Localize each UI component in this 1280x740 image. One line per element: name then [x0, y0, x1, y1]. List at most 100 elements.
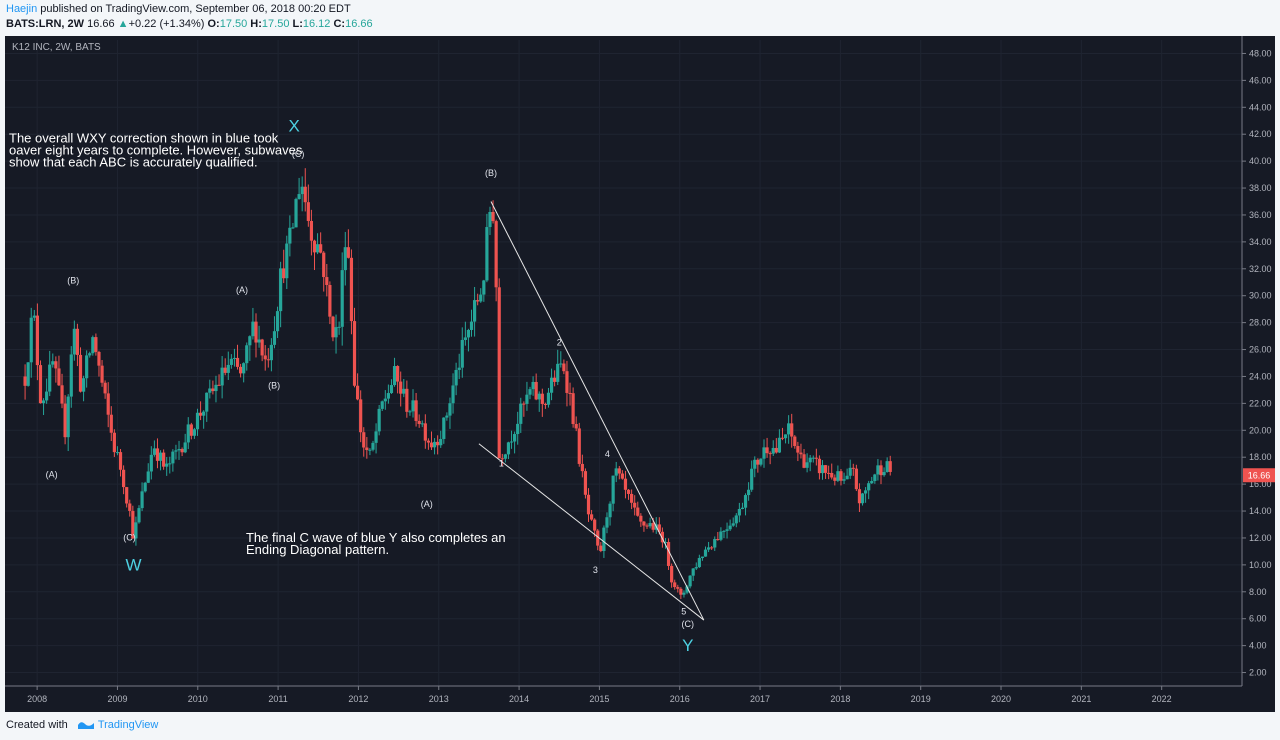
candle [368, 447, 372, 456]
candle [115, 446, 120, 456]
price-chart[interactable]: (B) (A) (C) W (A) (B) (C) X (B) (A) 1 2 3 4 5 (C) Y The … [5, 36, 1275, 712]
x-tick-label: 2017 [750, 694, 770, 704]
candle-body [91, 337, 95, 354]
candle-body [879, 465, 883, 476]
candle [436, 435, 440, 455]
candle-body [589, 514, 594, 520]
candle-body [57, 368, 61, 386]
candle [423, 414, 427, 449]
candle-body [245, 345, 249, 364]
candle [725, 522, 729, 539]
candle-body [35, 315, 39, 366]
wave-label: (B) [67, 276, 79, 286]
candle-body [45, 391, 49, 401]
y-tick-label: 10.00 [1249, 560, 1272, 570]
candle [38, 360, 43, 404]
author-link[interactable]: Haejin [6, 3, 38, 15]
high-label: H: [250, 18, 262, 30]
candle [472, 286, 477, 337]
candle [140, 482, 144, 512]
candle [198, 401, 203, 421]
candle [633, 495, 637, 516]
chart-panel[interactable]: (B) (A) (C) W (A) (B) (C) X (B) (A) 1 2 3 4 5 (C) Y The … [5, 36, 1275, 712]
candle [731, 517, 735, 527]
candle [242, 362, 246, 383]
wave-labels: (B) (A) (C) W (A) (B) (C) X (B) (A) 1 2 3 4 5 (C) Y [46, 117, 694, 655]
candle [122, 465, 126, 495]
candle [697, 554, 701, 568]
candle [149, 446, 153, 480]
candle [112, 429, 116, 457]
candle [864, 487, 868, 503]
candle [568, 382, 572, 406]
candle-body [750, 468, 754, 490]
annotation-line: oaver eight years to complete. However, … [9, 142, 303, 157]
x-tick-label: 2008 [27, 694, 47, 704]
y-tick-label: 22.00 [1249, 398, 1272, 408]
candle-body [386, 393, 390, 399]
candle-body [870, 481, 874, 484]
tradingview-link[interactable]: TradingView [97, 719, 159, 731]
y-tick-label: 30.00 [1249, 291, 1272, 301]
candle [81, 375, 86, 402]
candle [183, 433, 187, 454]
y-tick-label: 14.00 [1249, 506, 1272, 516]
candle-body [118, 452, 123, 470]
candle-body [466, 329, 471, 338]
candle [131, 505, 135, 539]
candle-body [830, 472, 834, 478]
candle-body [389, 385, 394, 394]
candle-body [72, 328, 76, 355]
candle-body [845, 475, 849, 480]
candle [229, 354, 233, 369]
candle [232, 348, 237, 367]
x-tick-label: 2022 [1152, 694, 1172, 704]
candle [309, 209, 314, 256]
x-tick-label: 2010 [188, 694, 208, 704]
candle-body [149, 454, 153, 472]
candle [817, 455, 822, 480]
candle-body [513, 434, 517, 442]
candle [626, 489, 631, 500]
annotation-line: show that each ABC is accurately qualifi… [9, 154, 258, 169]
candle-body [251, 321, 255, 337]
candle-body [768, 453, 772, 455]
candle-body [734, 515, 738, 524]
candle-body [396, 366, 400, 382]
candle [192, 427, 197, 439]
candle-body [577, 428, 581, 464]
candle-body [851, 467, 855, 469]
candle [195, 408, 200, 436]
candle-body [876, 465, 880, 475]
candle-body [303, 186, 307, 203]
candle [617, 465, 621, 480]
wave-label: 2 [557, 338, 562, 348]
candle-body [823, 465, 828, 473]
candle-body [506, 442, 511, 455]
candle-body [574, 424, 578, 429]
candle [879, 460, 883, 485]
candle [41, 398, 46, 416]
candle [743, 493, 748, 516]
candle-body [762, 447, 766, 459]
candle [285, 235, 289, 290]
candle [870, 476, 874, 485]
up-arrow-icon: ▲ [117, 18, 129, 30]
candle-body [365, 447, 369, 451]
candle-body [719, 531, 723, 540]
candle [414, 392, 418, 427]
created-with-text: Created with [6, 719, 68, 731]
candle [645, 523, 649, 529]
candle-body [417, 420, 421, 424]
candle [719, 527, 723, 542]
candle-body [497, 287, 501, 459]
candle-body [472, 300, 477, 322]
candle-body [713, 539, 717, 548]
candle [35, 303, 39, 381]
candle [66, 394, 70, 452]
candle-body [882, 472, 886, 476]
candle [682, 590, 686, 598]
candle [402, 379, 406, 398]
candle-body [488, 211, 492, 228]
candle [860, 492, 865, 506]
